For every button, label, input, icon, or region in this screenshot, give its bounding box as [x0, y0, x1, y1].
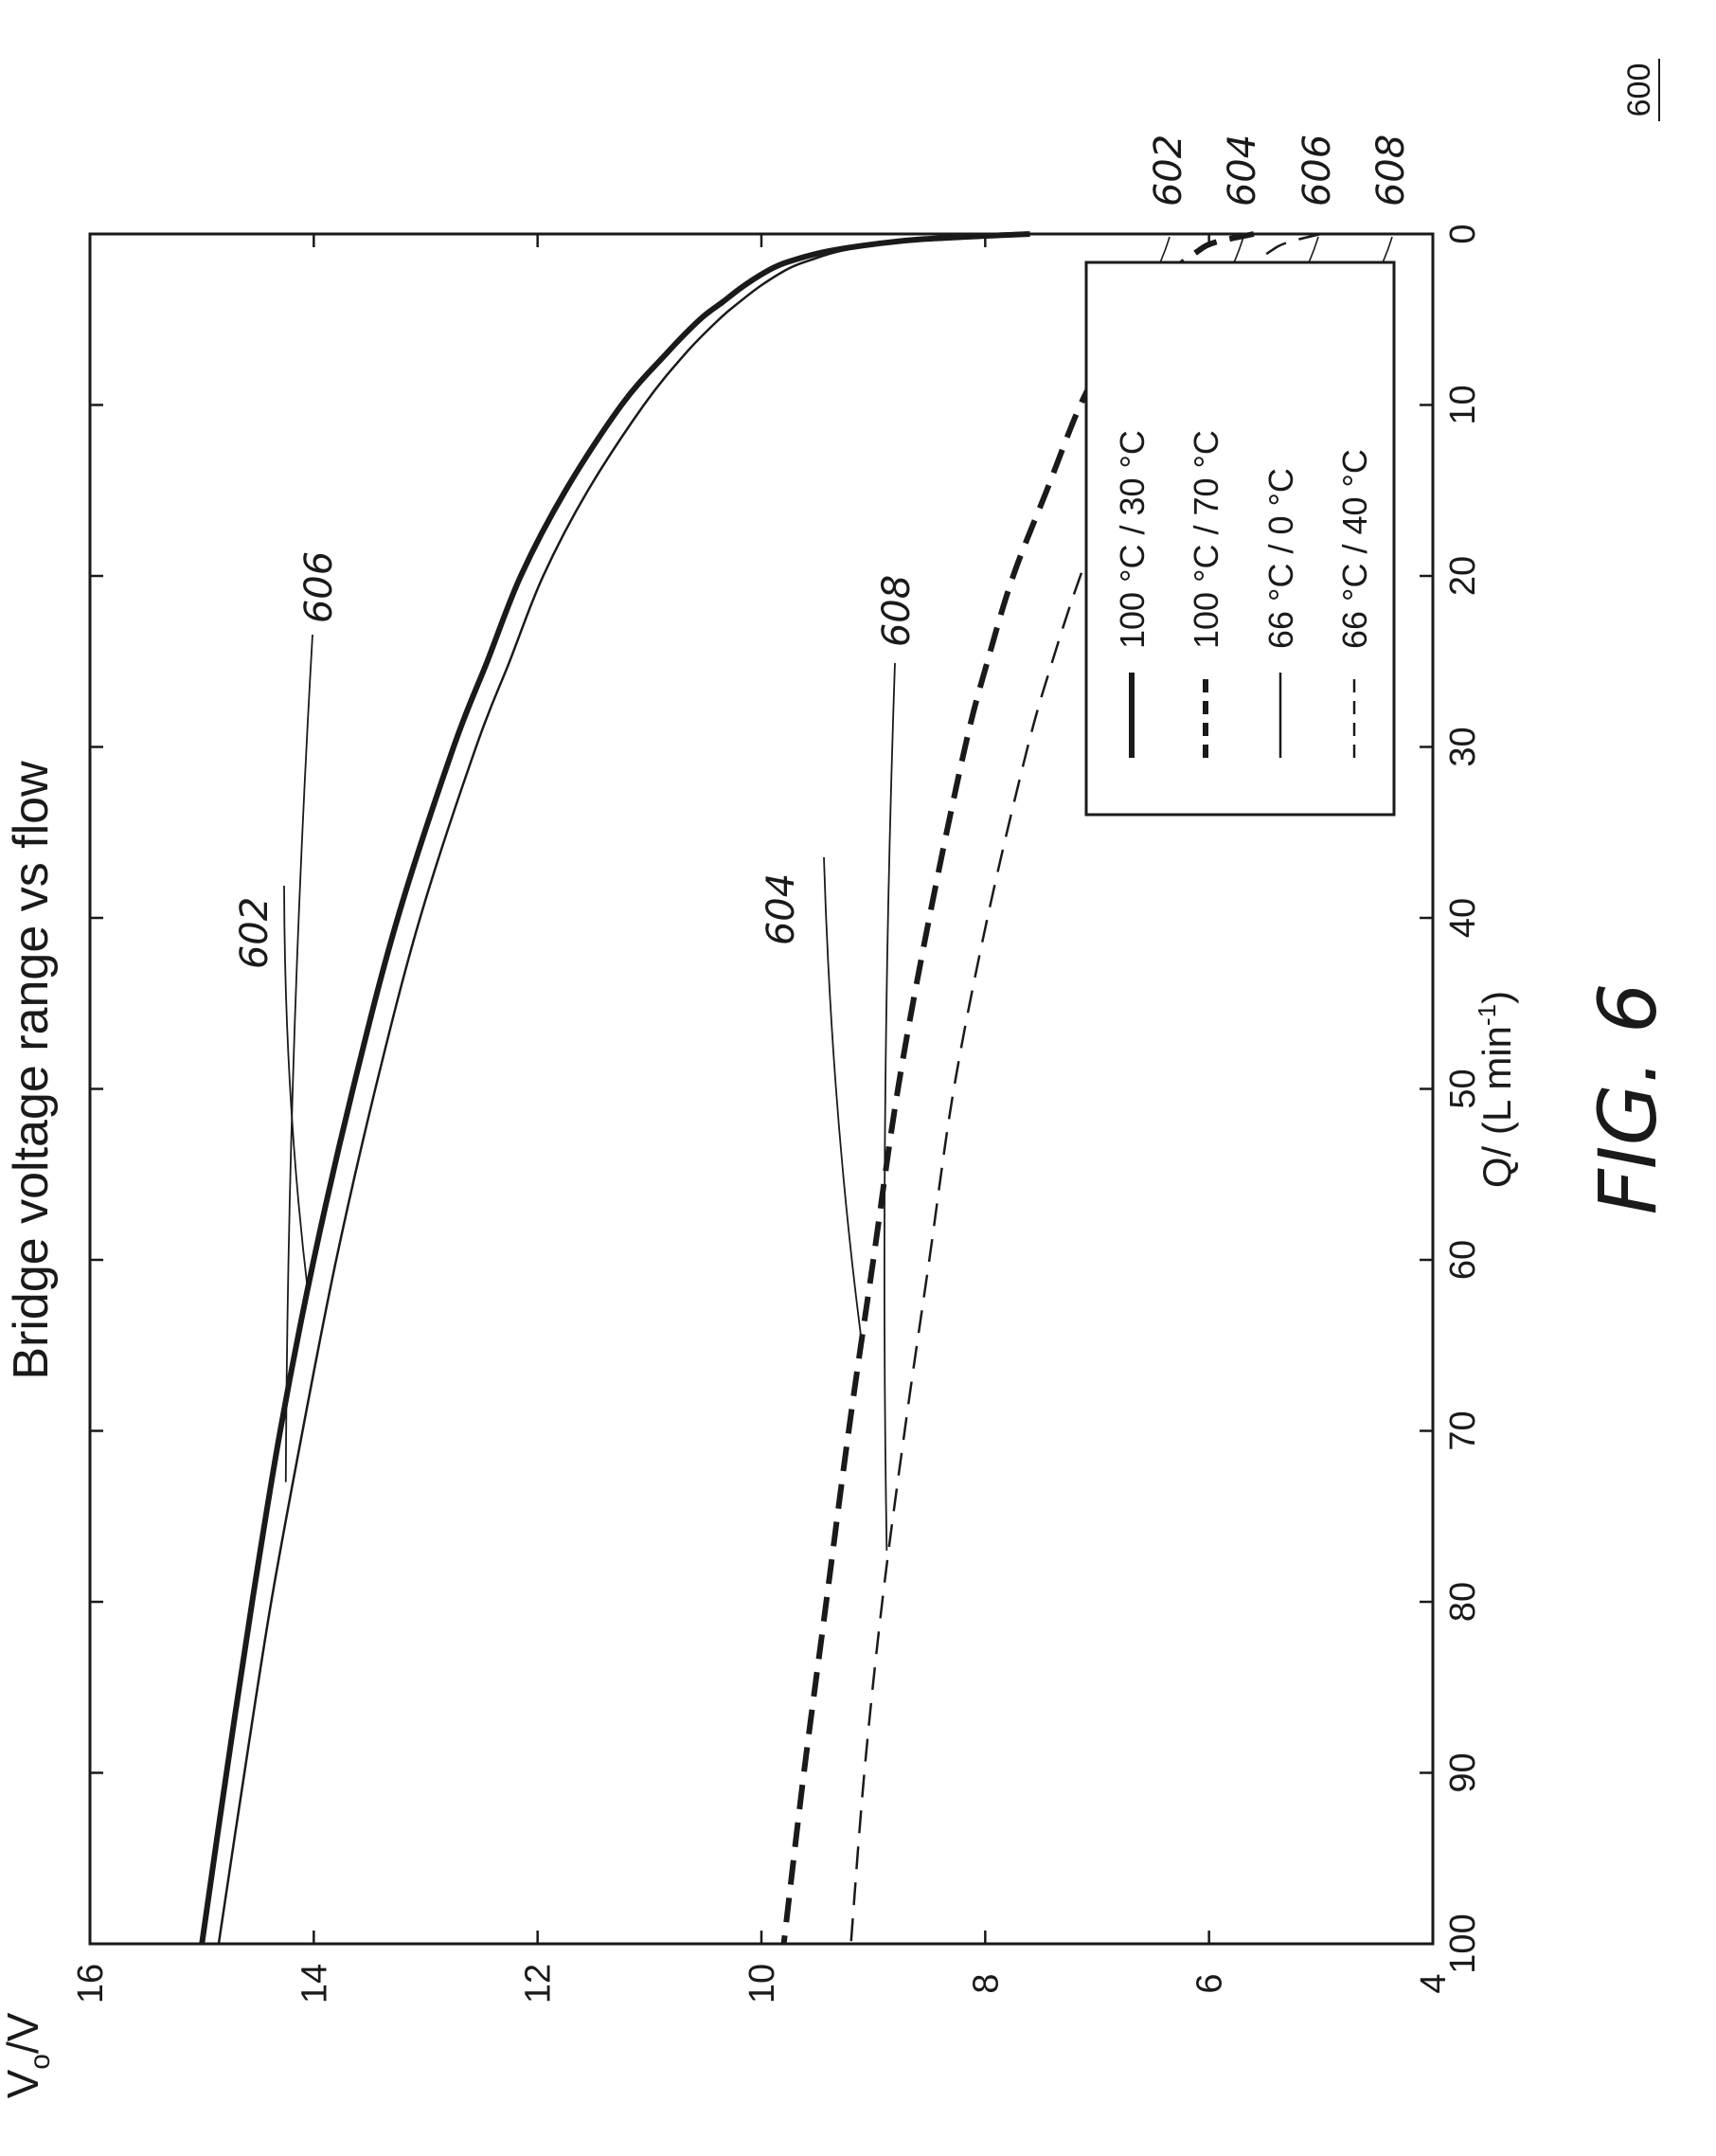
callout-608-label: 608	[875, 575, 919, 647]
x-tick-label: 40	[1443, 898, 1483, 938]
y-axis-label: Vo/V	[0, 2012, 56, 2098]
legend-label-608: 66 °C / 40 °C	[1335, 449, 1374, 649]
y-tick-label: 6	[1190, 1973, 1230, 1993]
y-tick-label: 12	[519, 1964, 559, 2003]
x-tick-label: 90	[1443, 1752, 1483, 1792]
y-tick-label: 10	[742, 1964, 782, 2003]
x-tick-label: 50	[1443, 1069, 1483, 1108]
x-tick-label: 100	[1443, 1913, 1483, 1973]
y-tick-label: 14	[295, 1964, 334, 2003]
figure-caption: FIG. 6	[1582, 982, 1674, 1214]
callout-606-label: 606	[297, 551, 341, 623]
y-tick-label: 8	[966, 1973, 1006, 1993]
x-tick-label: 0	[1443, 224, 1483, 243]
callout-606-leader	[284, 634, 313, 1482]
callouts: 602 604 606 608 602 606 604 608	[233, 135, 1413, 1551]
legend-ref-label-602: 602	[1147, 135, 1190, 207]
callout-608-leader	[883, 662, 896, 1551]
callout-602-label: 602	[233, 897, 277, 969]
legend-ref-label-608: 608	[1369, 135, 1413, 207]
series-line-608	[849, 232, 1322, 1945]
x-tick-label: 30	[1443, 727, 1483, 766]
legend-ref-label-606: 606	[1296, 135, 1339, 207]
legend-ref-label-604: 604	[1221, 135, 1264, 207]
legend-label-602: 100 °C / 30 °C	[1113, 430, 1152, 649]
x-tick-label: 10	[1443, 385, 1483, 424]
x-tick-label: 70	[1443, 1410, 1483, 1450]
callout-604-leader	[823, 856, 864, 1346]
x-tick-label: 80	[1443, 1582, 1483, 1622]
legend-box	[1084, 261, 1396, 817]
chart-title: Bridge voltage range vs flow	[4, 761, 59, 1380]
callout-604-label: 604	[760, 873, 803, 945]
series-line-606	[217, 232, 1030, 1945]
legend-label-604: 100 °C / 70 °C	[1187, 430, 1225, 649]
series-line-604	[780, 231, 1255, 1945]
x-axis-label: Q/ (L min-1)	[1473, 991, 1519, 1188]
legend-label-606: 66 °C / 0 °C	[1261, 468, 1300, 649]
y-tick-label: 16	[71, 1964, 111, 2003]
legend: 100 °C / 30 °C 100 °C / 70 °C 66 °C / 0 °C…	[1084, 261, 1396, 817]
x-tick-label: 20	[1443, 556, 1483, 596]
figure-reference-number: 600	[1621, 63, 1657, 117]
series-line-602	[199, 231, 1030, 1945]
y-tick-label: 4	[1414, 1973, 1454, 1993]
x-tick-label: 60	[1443, 1240, 1483, 1280]
series-layer	[199, 231, 1322, 1945]
callout-602-leader	[283, 885, 310, 1295]
